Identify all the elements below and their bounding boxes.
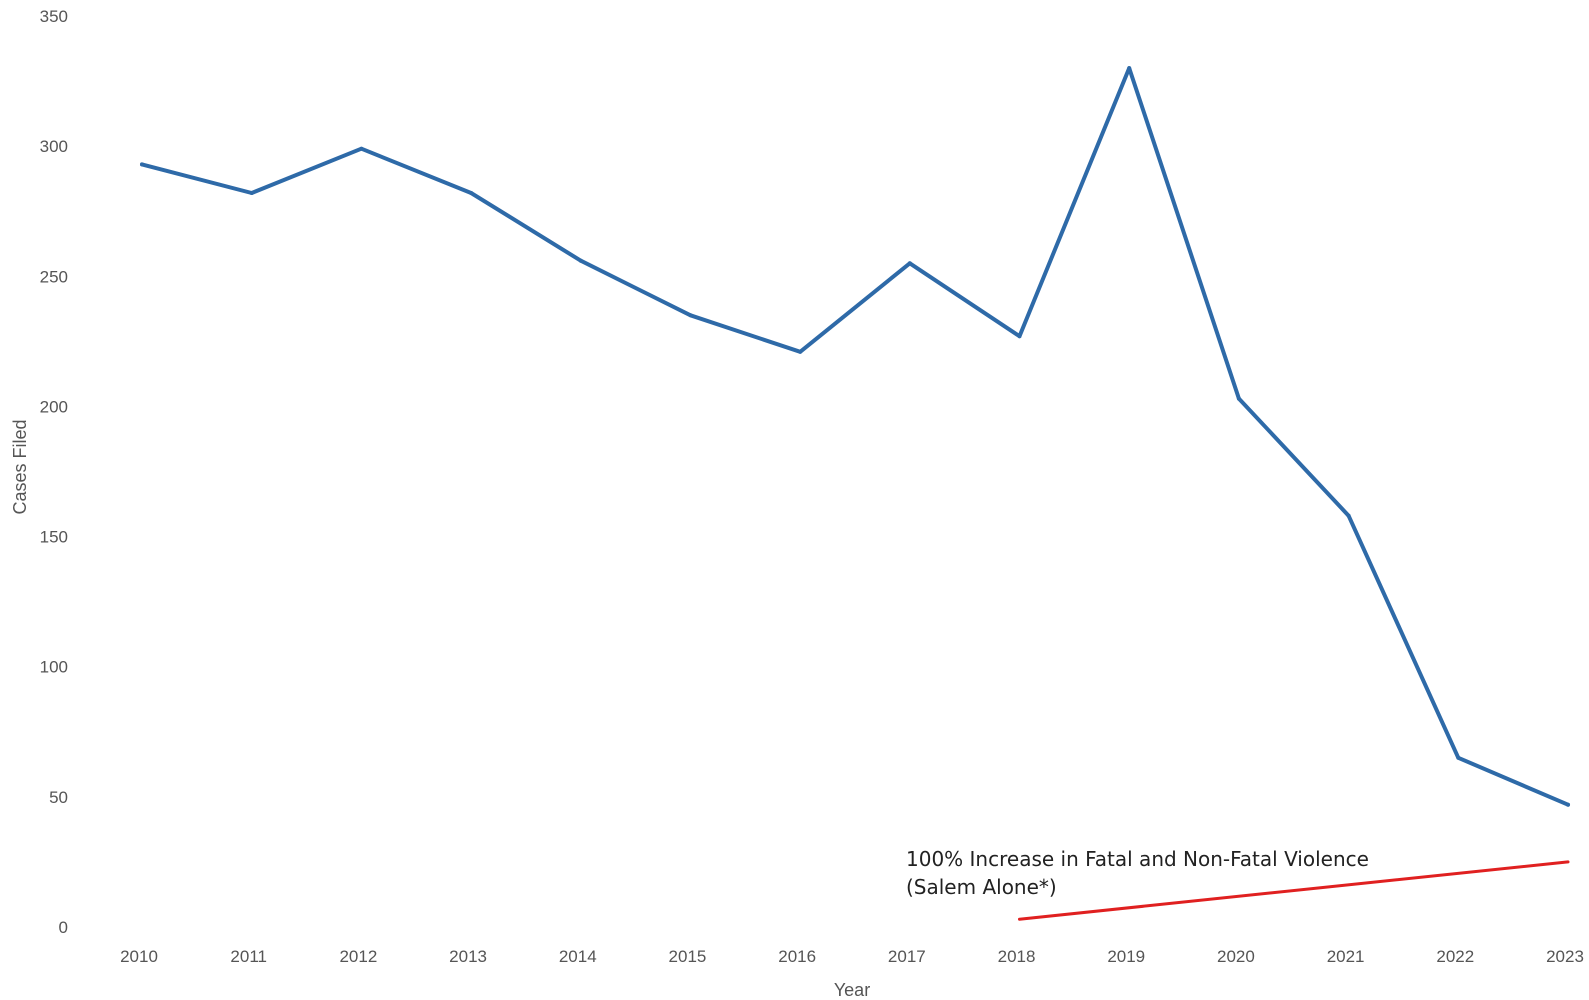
x-tick-label: 2014 [559,947,597,966]
x-tick-label: 2010 [120,947,158,966]
data-point [578,258,583,263]
x-tick-label: 2011 [230,947,267,966]
data-point [688,313,693,318]
x-tick-label: 2023 [1546,947,1584,966]
y-tick-label: 100 [40,658,68,677]
x-tick-label: 2012 [339,947,377,966]
x-tick-label: 2022 [1436,947,1474,966]
x-tick-label: 2016 [778,947,816,966]
x-tick-label: 2019 [1107,947,1145,966]
x-tick-label: 2021 [1327,947,1365,966]
y-tick-label: 300 [40,137,68,156]
annotation-layer: 100% Increase in Fatal and Non-Fatal Vio… [906,847,1570,921]
y-axis-title: Cases Filed [10,419,30,514]
y-axis-ticks: 0 50 100 150 200 250 300 350 [40,7,68,937]
series-layer [140,66,1570,807]
data-point [140,162,144,167]
data-point [359,146,364,151]
y-tick-label: 250 [40,267,68,286]
y-tick-label: 350 [40,7,68,26]
data-point [1127,66,1132,71]
x-axis-ticks: 2010 2011 2012 2013 2014 2015 2016 2017 2018 2019… [120,947,1584,966]
data-point [1456,755,1461,760]
x-tick-label: 2013 [449,947,487,966]
data-point [907,261,912,266]
x-tick-label: 2017 [888,947,926,966]
data-point [469,191,474,195]
data-point [1236,396,1241,401]
data-point [249,191,254,195]
x-tick-label: 2020 [1217,947,1255,966]
y-tick-label: 0 [59,918,68,937]
annotation-text-line1: 100% Increase in Fatal and Non-Fatal Vio… [906,847,1369,871]
data-point [798,349,803,354]
y-tick-label: 200 [40,397,68,416]
data-point [1566,802,1570,807]
series-line [140,66,1570,807]
annotation-trend-line [1018,860,1570,921]
x-tick-label: 2015 [669,947,707,966]
x-tick-label: 2018 [998,947,1036,966]
data-point [1346,513,1351,518]
y-tick-label: 50 [49,788,68,807]
annotation-text-line2: (Salem Alone*) [906,875,1057,899]
data-point [1017,334,1022,339]
x-axis-title: Year [834,980,870,1000]
y-tick-label: 150 [40,528,68,547]
